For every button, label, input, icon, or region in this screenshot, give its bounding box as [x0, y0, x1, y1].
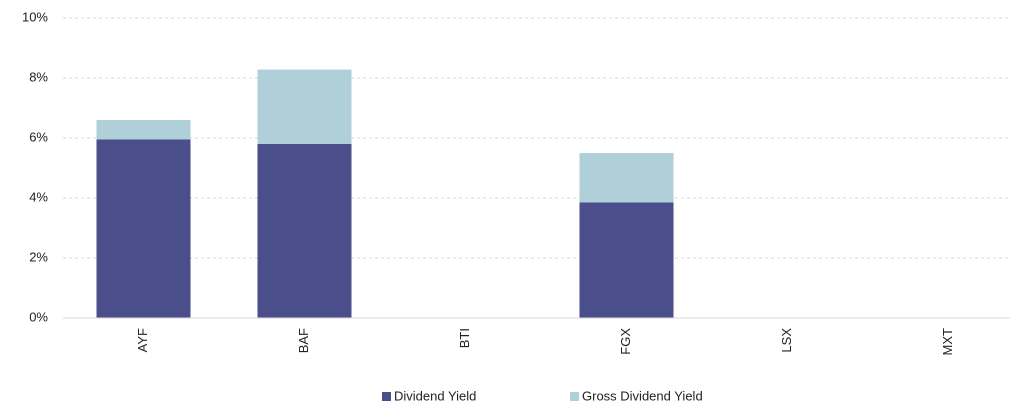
x-tick-label: LSX	[779, 328, 794, 353]
y-tick-label: 6%	[29, 129, 48, 144]
bar-segment	[579, 153, 674, 203]
y-tick-label: 8%	[29, 69, 48, 84]
y-tick-label: 4%	[29, 189, 48, 204]
y-tick-label: 0%	[29, 309, 48, 324]
x-tick-label: AYF	[135, 328, 150, 352]
x-tick-label: FGX	[618, 328, 633, 355]
legend-label: Dividend Yield	[394, 388, 476, 403]
bar-segment	[257, 144, 352, 318]
bar-segment	[257, 69, 352, 144]
legend-label: Gross Dividend Yield	[582, 388, 703, 403]
legend-swatch	[570, 392, 579, 401]
x-tick-label: MXT	[940, 328, 955, 356]
bar-segment	[96, 120, 191, 140]
bar-segment	[96, 139, 191, 318]
bar-segment	[579, 202, 674, 318]
legend-swatch	[382, 392, 391, 401]
y-tick-label: 10%	[22, 9, 48, 24]
y-tick-label: 2%	[29, 249, 48, 264]
x-tick-label: BTI	[457, 328, 472, 348]
x-tick-label: BAF	[296, 328, 311, 353]
